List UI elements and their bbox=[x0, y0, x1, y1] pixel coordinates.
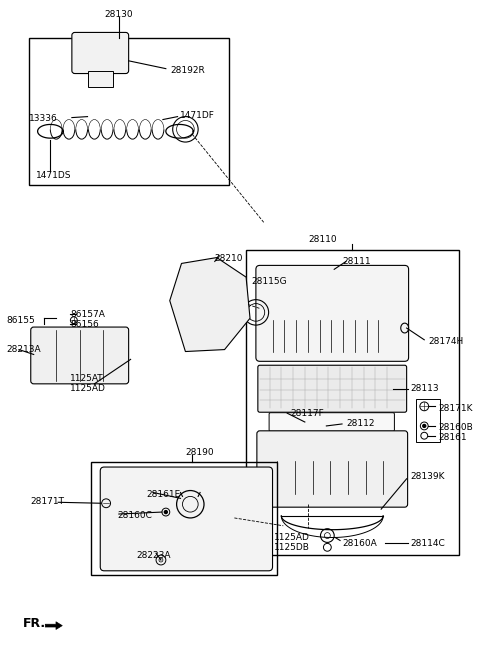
FancyBboxPatch shape bbox=[269, 412, 395, 432]
Text: 86157A: 86157A bbox=[70, 310, 105, 319]
Bar bbox=[29, 38, 229, 185]
Text: 1125AD: 1125AD bbox=[70, 384, 106, 393]
Text: 28130: 28130 bbox=[105, 11, 133, 19]
Text: 28210: 28210 bbox=[215, 254, 243, 263]
Text: 28171K: 28171K bbox=[438, 404, 472, 412]
Text: 86155: 86155 bbox=[6, 315, 35, 325]
Text: 28114C: 28114C bbox=[410, 539, 445, 548]
Circle shape bbox=[164, 511, 168, 513]
Bar bbox=[92, 462, 277, 575]
Text: 1125AD: 1125AD bbox=[274, 533, 310, 542]
Text: 28139K: 28139K bbox=[410, 473, 445, 481]
Text: 13336: 13336 bbox=[29, 114, 58, 123]
Text: 28115G: 28115G bbox=[251, 277, 287, 286]
FancyBboxPatch shape bbox=[31, 327, 129, 384]
Text: 86156: 86156 bbox=[70, 319, 99, 329]
Text: 28190: 28190 bbox=[185, 448, 214, 457]
Text: 28117F: 28117F bbox=[290, 409, 324, 418]
FancyBboxPatch shape bbox=[100, 467, 273, 571]
Text: 1471DS: 1471DS bbox=[36, 171, 71, 180]
Text: 28113: 28113 bbox=[410, 384, 439, 393]
Text: 28192R: 28192R bbox=[171, 66, 205, 75]
Bar bbox=[417, 399, 440, 442]
Text: 28174H: 28174H bbox=[428, 337, 463, 346]
FancyBboxPatch shape bbox=[72, 32, 129, 73]
FancyBboxPatch shape bbox=[257, 431, 408, 507]
Text: 28160A: 28160A bbox=[342, 539, 377, 548]
Text: 28171T: 28171T bbox=[31, 497, 65, 506]
Text: 28213A: 28213A bbox=[6, 345, 41, 354]
Text: 28161: 28161 bbox=[438, 433, 467, 442]
FancyBboxPatch shape bbox=[256, 265, 408, 361]
Text: 28160C: 28160C bbox=[117, 512, 152, 521]
Bar bbox=[246, 249, 459, 555]
Text: 28223A: 28223A bbox=[136, 550, 171, 560]
Text: 28112: 28112 bbox=[346, 420, 374, 428]
Polygon shape bbox=[170, 257, 250, 352]
FancyBboxPatch shape bbox=[258, 365, 407, 412]
Text: 28111: 28111 bbox=[342, 257, 371, 266]
Text: 1125AT: 1125AT bbox=[70, 374, 104, 383]
Circle shape bbox=[423, 424, 426, 428]
Text: FR.: FR. bbox=[23, 617, 46, 630]
Text: 1125DB: 1125DB bbox=[274, 543, 310, 552]
Text: 28161E: 28161E bbox=[146, 490, 180, 499]
Text: 1471DF: 1471DF bbox=[180, 111, 215, 120]
Text: 28160B: 28160B bbox=[438, 423, 473, 432]
Text: 28110: 28110 bbox=[308, 236, 337, 244]
Bar bbox=[87, 71, 113, 87]
